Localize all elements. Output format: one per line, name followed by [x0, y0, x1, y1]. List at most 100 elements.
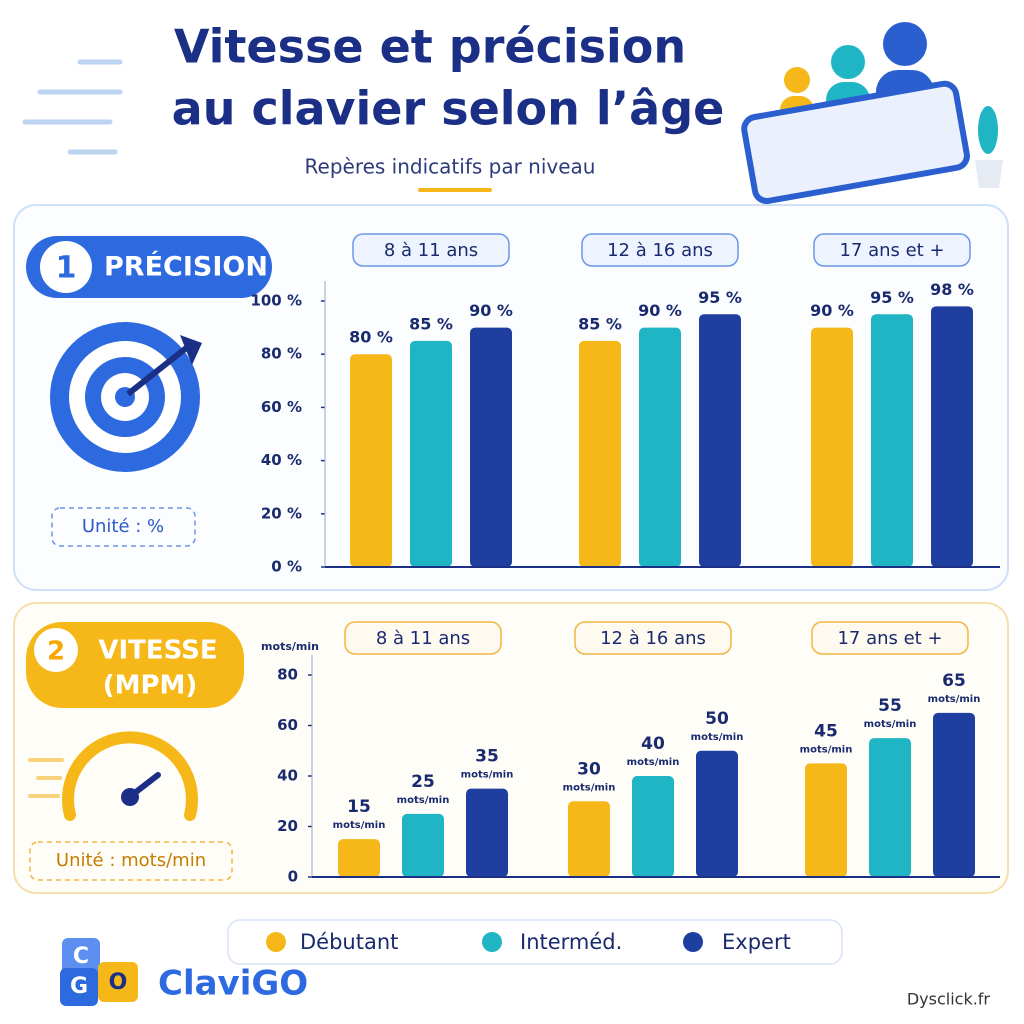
- y-tick-label: 0 %: [271, 558, 302, 576]
- panel-speed: [13, 602, 1009, 894]
- bar: [931, 306, 973, 567]
- section-title: (MPM): [103, 671, 198, 701]
- bar: [632, 776, 674, 877]
- category-label: 12 à 16 ans: [600, 628, 706, 649]
- value-label: 95 %: [698, 288, 742, 307]
- y-tick-label: 20 %: [261, 504, 302, 522]
- legend-label: Expert: [722, 930, 791, 954]
- value-label: 90 %: [810, 301, 854, 320]
- section-badge: [26, 236, 272, 298]
- value-label: 40: [641, 734, 665, 754]
- y-axis-unit: mots/min: [261, 640, 319, 653]
- y-tick-label: 20: [277, 817, 298, 835]
- logo-icon: [60, 938, 138, 1006]
- legend-label: Débutant: [300, 930, 398, 954]
- category-label: 8 à 11 ans: [376, 628, 470, 649]
- logo-letter: O: [109, 970, 128, 995]
- bar: [805, 763, 847, 877]
- value-label: 35: [475, 747, 499, 767]
- y-tick-label: 80: [277, 666, 298, 684]
- y-tick-label: 60: [277, 716, 298, 734]
- legend-swatch: [482, 932, 502, 952]
- target-icon: [50, 322, 202, 472]
- bar: [639, 327, 681, 567]
- unit-box: [51, 507, 196, 547]
- bar: [696, 750, 738, 877]
- value-label: 85 %: [409, 314, 453, 333]
- unit-box: [29, 841, 233, 881]
- value-unit: mots/min: [864, 719, 917, 730]
- section-badge: [26, 622, 244, 708]
- bar: [350, 354, 392, 567]
- value-unit: mots/min: [691, 732, 744, 743]
- category-pill: [344, 621, 502, 655]
- value-unit: mots/min: [800, 744, 853, 755]
- value-unit: mots/min: [627, 757, 680, 768]
- category-pill: [574, 621, 732, 655]
- category-pill: [581, 233, 739, 267]
- y-tick-label: 40 %: [261, 451, 302, 469]
- legend-swatch: [266, 932, 286, 952]
- bar: [338, 839, 380, 877]
- title-line: au clavier selon l’âge: [172, 82, 725, 136]
- speed-lines: [22, 59, 123, 155]
- y-tick-label: 80 %: [261, 345, 302, 363]
- section-number: 2: [47, 637, 65, 667]
- credit: Dysclick.fr: [907, 990, 991, 1009]
- bar: [933, 712, 975, 877]
- bar: [869, 738, 911, 877]
- value-label: 30: [577, 759, 601, 779]
- bar: [579, 340, 621, 567]
- bar: [699, 314, 741, 567]
- logo-letter: C: [73, 944, 89, 969]
- section-title: PRÉCISION: [104, 251, 268, 283]
- value-label: 45: [814, 721, 838, 741]
- bar: [410, 340, 452, 567]
- logo-name: ClaviGO: [158, 964, 308, 1004]
- value-label: 65: [942, 671, 966, 691]
- gauge-icon: [28, 731, 198, 821]
- value-label: 90 %: [638, 301, 682, 320]
- section-number-circle: [40, 241, 92, 293]
- value-unit: mots/min: [928, 694, 981, 705]
- category-pill: [811, 621, 969, 655]
- category-label: 12 à 16 ans: [607, 240, 713, 261]
- logo-letter: G: [70, 974, 88, 999]
- section-number: 1: [56, 251, 77, 286]
- category-label: 8 à 11 ans: [384, 240, 478, 261]
- legend-swatch: [683, 932, 703, 952]
- bar: [871, 314, 913, 567]
- value-label: 95 %: [870, 288, 914, 307]
- bar: [470, 327, 512, 567]
- value-label: 55: [878, 696, 902, 716]
- value-unit: mots/min: [461, 770, 514, 781]
- value-label: 98 %: [930, 280, 974, 299]
- section-number-circle: [34, 628, 78, 672]
- bar: [811, 327, 853, 567]
- title-line: Vitesse et précision: [174, 20, 686, 74]
- value-label: 25: [411, 772, 435, 792]
- y-tick-label: 100 %: [250, 292, 302, 310]
- value-label: 15: [347, 797, 371, 817]
- value-label: 80 %: [349, 328, 393, 347]
- keyboard-illustration: [741, 22, 1003, 205]
- category-label: 17 ans et +: [839, 240, 944, 261]
- value-label: 85 %: [578, 314, 622, 333]
- unit-note: Unité : %: [82, 516, 164, 537]
- bar: [568, 801, 610, 877]
- value-unit: mots/min: [397, 795, 450, 806]
- y-tick-label: 60 %: [261, 398, 302, 416]
- bar: [466, 788, 508, 877]
- section-title: VITESSE: [98, 636, 217, 666]
- category-pill: [352, 233, 510, 267]
- category-label: 17 ans et +: [837, 628, 942, 649]
- value-label: 50: [705, 709, 729, 729]
- value-unit: mots/min: [563, 782, 616, 793]
- value-label: 90 %: [469, 301, 513, 320]
- legend: [227, 919, 843, 965]
- y-tick-label: 40: [277, 767, 298, 785]
- unit-note: Unité : mots/min: [56, 850, 206, 871]
- bar: [402, 813, 444, 877]
